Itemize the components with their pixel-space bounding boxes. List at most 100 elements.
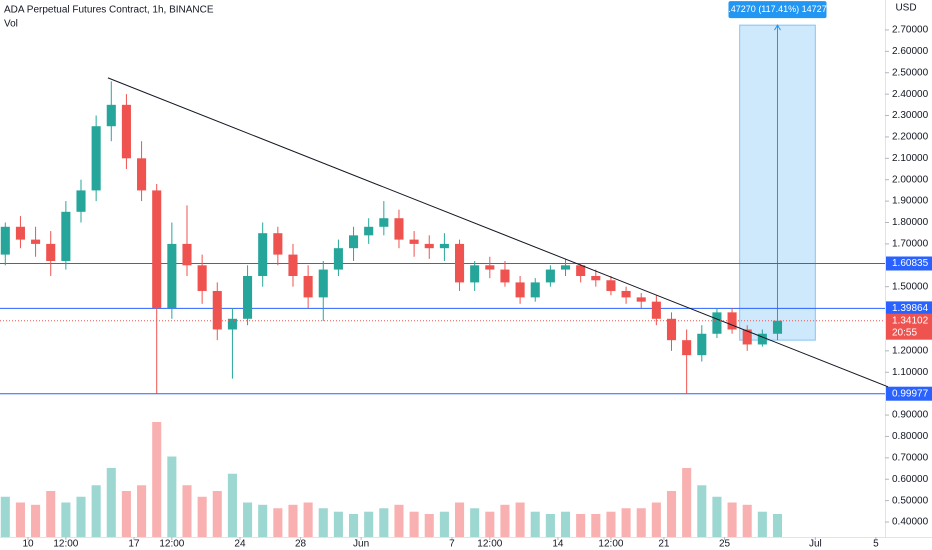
x-tick-label: 12:00 — [477, 539, 502, 550]
volume-bar — [485, 511, 495, 537]
candle-body — [712, 312, 722, 334]
candle-body — [439, 243, 449, 249]
y-tick-label: 1.50000 — [892, 281, 929, 292]
candle-body — [666, 318, 677, 341]
y-tick-label: 0.80000 — [892, 431, 929, 442]
x-tick-label: 10 — [22, 539, 34, 550]
y-tick-label: 0.70000 — [892, 452, 929, 463]
volume-bar — [560, 511, 571, 537]
candle-body — [515, 282, 525, 298]
position-label: 1.47270 (117.41%) 147270 — [723, 4, 831, 14]
candle-body — [182, 243, 192, 266]
candle-body — [454, 243, 465, 283]
volume-bar — [379, 508, 389, 537]
volume-bar — [621, 508, 631, 537]
candle-body — [243, 275, 253, 319]
y-tick-label: 2.50000 — [892, 67, 929, 78]
position-label-box — [728, 1, 827, 19]
volume-bar — [15, 502, 25, 537]
candle-body — [15, 226, 25, 240]
x-tick-label: Jun — [353, 539, 369, 550]
x-tick-label: 5 — [873, 539, 879, 550]
volume-bar — [46, 491, 56, 537]
level-label-box — [886, 301, 932, 316]
candle-body — [197, 265, 207, 291]
y-tick-label: 2.00000 — [892, 174, 929, 185]
volume-bar — [76, 496, 86, 537]
arrow-head — [774, 24, 781, 31]
candle-body — [303, 275, 313, 298]
x-tick-label: 25 — [719, 539, 731, 550]
candle-body — [651, 301, 661, 319]
candle-body — [470, 265, 480, 283]
volume-bar — [500, 504, 510, 537]
x-tick-label: 28 — [295, 539, 307, 550]
y-tick-label: 1.90000 — [892, 196, 929, 207]
candle-body — [137, 158, 147, 191]
candle-body — [394, 218, 404, 240]
volume-bar — [243, 502, 253, 537]
volume-bar — [212, 491, 222, 537]
x-tick-label: 24 — [234, 539, 246, 550]
candle-body — [500, 269, 510, 283]
candle-body — [152, 190, 162, 309]
volume-bar — [137, 485, 147, 537]
candle-body — [757, 333, 767, 345]
volume-bar — [666, 491, 677, 537]
y-tick-label: 2.20000 — [892, 132, 929, 143]
volume-bar — [409, 511, 419, 537]
volume-bar — [91, 485, 101, 537]
candle-body — [772, 320, 783, 334]
x-tick-label: 17 — [128, 539, 140, 550]
candle-body — [364, 226, 374, 236]
candle-body — [485, 265, 495, 270]
volume-bar — [712, 496, 722, 537]
y-tick-label: 2.60000 — [892, 46, 929, 57]
volume-bar — [394, 504, 404, 537]
candle-body — [31, 239, 41, 244]
volume-bar — [424, 514, 434, 537]
volume-bar — [349, 514, 359, 537]
volume-bar — [258, 504, 268, 537]
volume-bar — [106, 468, 116, 537]
volume-bar — [454, 502, 465, 537]
candle-body — [318, 269, 328, 298]
candle-body — [621, 290, 631, 298]
volume-bar — [742, 504, 752, 537]
volume-bar — [121, 491, 131, 537]
level-label: 1.39864 — [892, 303, 929, 314]
last-price-label: 1.34102 — [892, 315, 929, 326]
candle-body — [545, 269, 555, 283]
level-label-box — [886, 386, 932, 401]
level-label-box — [886, 256, 932, 271]
volume-bar — [273, 508, 283, 537]
candle-body — [606, 280, 616, 291]
candle-body — [530, 282, 540, 298]
candle-body — [167, 243, 177, 309]
candle-body — [121, 104, 131, 159]
candle-body — [409, 239, 419, 244]
volume-bar — [545, 514, 555, 537]
volume-bar — [515, 502, 525, 537]
volume-bar — [167, 456, 177, 537]
volume-bar — [303, 502, 313, 537]
y-tick-label: 2.70000 — [892, 25, 929, 36]
candle-body — [576, 265, 586, 276]
candle-body — [682, 340, 692, 356]
y-tick-label: 1.70000 — [892, 239, 929, 250]
candle-body — [591, 275, 601, 281]
candle-body — [424, 243, 434, 249]
y-tick-label: 2.40000 — [892, 89, 929, 100]
level-label: 0.99977 — [892, 388, 929, 399]
volume-bar — [61, 502, 71, 537]
volume-bar — [288, 504, 298, 537]
volume-bar — [606, 511, 616, 537]
y-tick-label: 2.10000 — [892, 153, 929, 164]
candle-body — [91, 126, 101, 191]
currency-label: USD — [895, 3, 916, 14]
volume-bar — [318, 508, 328, 537]
volume-bar — [0, 496, 10, 537]
chart-title: ADA Perpetual Futures Contract, 1h, BINA… — [4, 5, 214, 16]
candle-body — [288, 254, 298, 276]
